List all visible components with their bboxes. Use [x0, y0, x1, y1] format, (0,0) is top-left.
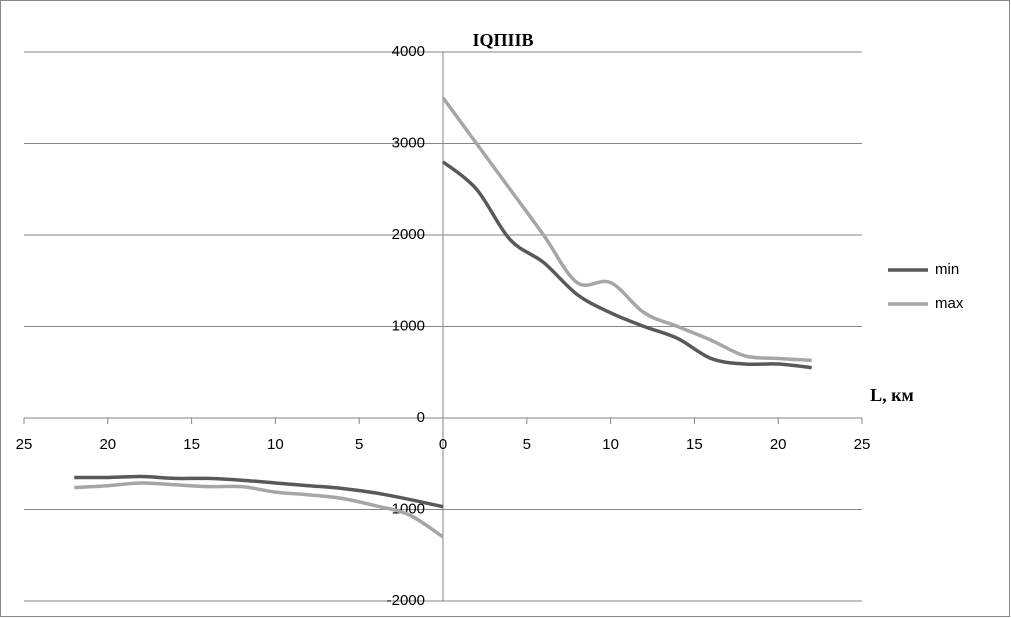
- chart-title: IQПIIB: [472, 30, 533, 50]
- x-tick-label: 25: [854, 436, 871, 453]
- y-tick-label: 4000: [392, 43, 425, 60]
- y-tick-label: 3000: [392, 134, 425, 151]
- x-tick-label: 15: [183, 436, 200, 453]
- x-tick-label: 10: [602, 436, 619, 453]
- y-tick-label: 0: [417, 409, 425, 426]
- y-tick-label: 1000: [392, 317, 425, 334]
- y-tick-label: 2000: [392, 226, 425, 243]
- series-line: [74, 96, 812, 539]
- x-tick-label: 20: [770, 436, 787, 453]
- legend-label: min: [935, 261, 959, 278]
- x-tick-label: 0: [439, 436, 447, 453]
- x-axis-label: L, км: [870, 385, 914, 405]
- x-tick-label: 5: [523, 436, 531, 453]
- y-tick-label: -2000: [387, 592, 425, 609]
- x-tick-label: 10: [267, 436, 284, 453]
- x-tick-label: 20: [99, 436, 116, 453]
- x-tick-label: 15: [686, 436, 703, 453]
- series-line: [74, 160, 812, 509]
- x-tick-label: 5: [355, 436, 363, 453]
- y-tick-label: -1000: [387, 500, 425, 517]
- x-tick-label: 25: [16, 436, 33, 453]
- legend-label: max: [935, 295, 964, 312]
